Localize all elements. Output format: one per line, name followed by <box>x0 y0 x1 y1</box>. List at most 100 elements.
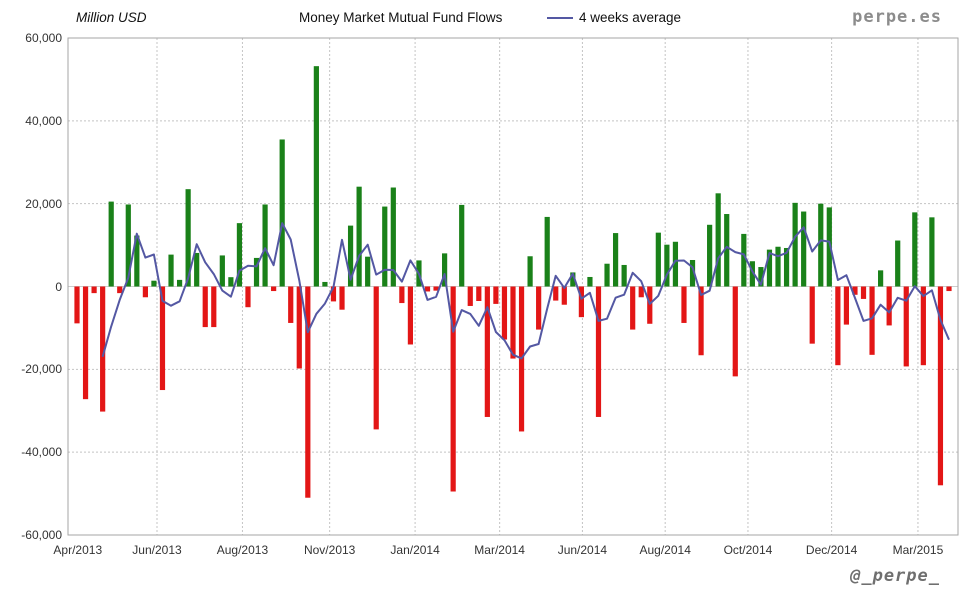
flow-bar <box>330 286 337 302</box>
flow-bar <box>347 225 354 287</box>
flow-bar <box>621 264 627 287</box>
brand-watermark: perpe.es <box>852 7 942 27</box>
flow-bar <box>835 286 841 366</box>
flow-bar <box>262 204 268 287</box>
flow-bar <box>134 235 140 287</box>
y-tick-label: -40,000 <box>21 445 62 460</box>
flow-bar <box>638 286 644 298</box>
legend-line-swatch <box>547 16 573 19</box>
plot-border <box>67 37 959 536</box>
flow-bar <box>211 286 217 328</box>
flow-bar <box>501 286 508 340</box>
flow-bar <box>373 286 379 430</box>
flow-bar <box>82 286 89 400</box>
flow-bar <box>544 216 550 287</box>
flow-bar <box>313 66 319 287</box>
flow-bar <box>91 286 97 294</box>
flow-bar <box>758 267 764 287</box>
flow-bar <box>100 286 106 412</box>
flow-bar <box>151 280 157 287</box>
flow-bar <box>775 246 781 287</box>
flow-bar <box>553 286 559 301</box>
flow-bar <box>407 286 414 345</box>
flow-bar <box>168 254 174 287</box>
flow-bar <box>689 259 696 287</box>
x-tick-label: Nov/2013 <box>303 543 356 557</box>
flow-bar <box>433 286 439 291</box>
flow-bar <box>356 186 362 287</box>
flow-bar <box>117 286 123 294</box>
flow-bar <box>707 224 713 287</box>
flow-bar <box>741 233 747 287</box>
flow-bar <box>818 203 824 287</box>
flow-bar <box>801 211 807 287</box>
flow-bar <box>672 241 679 287</box>
flow-bar <box>390 187 396 287</box>
x-tick-label: Jun/2013 <box>132 543 182 557</box>
x-tick-label: Aug/2014 <box>639 543 691 557</box>
flow-bar <box>493 286 499 304</box>
flow-bar <box>459 204 465 287</box>
flow-bar <box>536 286 542 330</box>
flow-bar <box>194 252 200 287</box>
flow-bar <box>886 286 892 326</box>
legend-label: 4 weeks average <box>579 10 682 25</box>
flow-bar <box>860 286 867 299</box>
flow-bar <box>484 286 490 417</box>
flow-bar <box>698 286 704 356</box>
flow-bar <box>604 263 610 287</box>
y-axis-title: Million USD <box>76 10 147 25</box>
flow-bar <box>587 276 593 287</box>
flow-bar <box>322 281 328 287</box>
flow-bar <box>869 286 875 355</box>
flow-bar <box>766 249 773 287</box>
flow-bar <box>561 286 567 305</box>
flow-bar <box>527 256 533 287</box>
footer-handle: @_perpe_ <box>850 566 940 586</box>
flow-bar <box>895 240 901 287</box>
y-tick-label: 60,000 <box>25 31 62 45</box>
flow-bar <box>630 286 636 330</box>
flow-bar <box>878 270 884 287</box>
x-tick-label: Oct/2014 <box>723 543 773 557</box>
flow-bar <box>185 189 191 287</box>
flow-bar <box>715 193 721 287</box>
flow-bar <box>595 286 602 417</box>
flow-bar <box>74 286 80 324</box>
flow-bar <box>296 286 302 369</box>
flow-bar <box>792 202 798 287</box>
flow-bar <box>929 217 935 287</box>
flow-bar <box>783 247 790 287</box>
flow-bar <box>809 286 815 344</box>
flow-bar <box>288 286 294 323</box>
x-tick-label: Jan/2014 <box>390 543 440 557</box>
flow-bar <box>236 223 243 287</box>
flow-bar <box>570 272 576 287</box>
flow-bar <box>467 286 473 306</box>
flow-bar <box>826 207 832 287</box>
flow-bar <box>424 286 431 292</box>
y-tick-label: 40,000 <box>25 113 62 128</box>
flow-bar <box>476 286 482 301</box>
flow-bar <box>176 279 183 287</box>
flow-bar <box>279 139 285 287</box>
flow-bar <box>647 286 653 324</box>
x-tick-label: Aug/2013 <box>216 543 269 557</box>
flow-bar <box>305 286 311 498</box>
flow-bar <box>399 286 405 304</box>
flow-bar <box>339 286 345 310</box>
flow-bar <box>749 261 755 287</box>
flow-bar <box>578 286 584 318</box>
flow-bar <box>219 255 225 287</box>
y-tick-label: 0 <box>55 279 62 294</box>
flow-bar <box>510 286 516 359</box>
flow-bar <box>946 286 952 292</box>
flow-bar <box>912 212 918 287</box>
average-line <box>101 222 950 360</box>
flow-bar <box>202 286 208 328</box>
x-tick-label: Mar/2015 <box>892 543 944 557</box>
flow-bar <box>108 201 114 287</box>
flow-bar <box>125 204 131 287</box>
